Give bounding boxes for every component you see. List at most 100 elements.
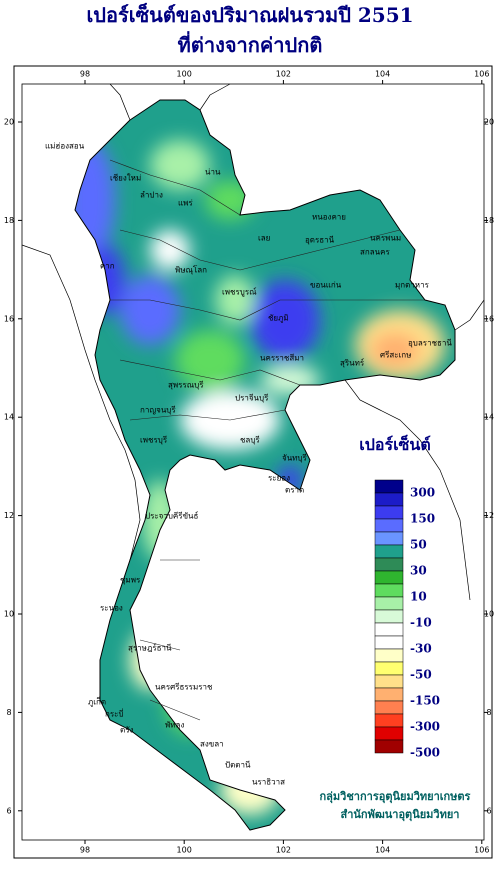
province-label: ระยอง [268, 474, 290, 483]
legend-swatch [374, 687, 404, 702]
lat-tick-label: 20 [484, 118, 494, 127]
province-label: ชุมพร [120, 576, 141, 585]
province-label: ศรีสะเกษ [380, 351, 411, 360]
province-label: เพชรบุรี [140, 436, 168, 445]
province-labels: แม่ฮ่องสอน เชียงใหม่ น่าน ลำปาง แพร่ ตาก… [45, 142, 452, 787]
lon-tick-label: 102 [276, 846, 291, 855]
legend-label: 50 [410, 538, 427, 552]
province-label: ภูเก็ต [88, 697, 106, 708]
legend-swatch [374, 661, 404, 676]
legend-swatch [374, 531, 404, 546]
province-label: เพชรบูรณ์ [222, 287, 257, 298]
legend-label: -500 [410, 746, 440, 760]
legend-title: เปอร์เซ็นต์ [359, 433, 430, 454]
legend-swatch [374, 674, 404, 689]
province-label: สกลนคร [360, 248, 390, 257]
title-line1: เปอร์เซ็นต์ของปริมาณฝนรวมปี 2551 [86, 2, 413, 27]
lat-tick-label: 12 [484, 511, 494, 520]
lat-tick-label: 16 [4, 314, 14, 323]
title-line2: ที่ต่างจากค่าปกติ [178, 30, 323, 57]
province-label: นครศรีธรรมราช [155, 683, 213, 692]
legend-label: -30 [410, 642, 432, 656]
legend-swatch [374, 635, 404, 650]
credit-line2: สำนักพัฒนาอุตุนิยมวิทยา [341, 808, 460, 822]
lat-tick-label: 8 [6, 708, 11, 717]
province-label: น่าน [205, 168, 221, 177]
lat-tick-label: 6 [6, 806, 11, 815]
lat-tick-label: 14 [4, 413, 14, 422]
province-label: นราธิวาส [252, 778, 285, 787]
lon-tick-label: 106 [474, 846, 489, 855]
province-label: ตราด [285, 486, 304, 495]
legend-swatch [374, 726, 404, 741]
province-label: ลำปาง [140, 191, 163, 200]
province-label: สงขลา [200, 740, 224, 749]
legend-swatch [374, 557, 404, 572]
lat-tick-label: 10 [4, 610, 14, 619]
lat-tick-label: 18 [4, 216, 14, 225]
province-label: พัทลุง [165, 721, 184, 730]
legend-swatch [374, 609, 404, 624]
province-label: จันทบุรี [282, 454, 308, 463]
province-label: อุดรธานี [305, 236, 335, 245]
province-label: ตาก [100, 262, 115, 271]
lat-tick-label: 10 [484, 610, 494, 619]
province-label: ชลบุรี [240, 436, 260, 445]
lon-tick-label: 104 [375, 846, 390, 855]
province-label: สุพรรณบุรี [168, 381, 204, 390]
lon-tick-label: 102 [276, 70, 291, 79]
province-label: ระนอง [100, 604, 123, 613]
legend-label: -50 [410, 668, 432, 682]
province-label: แพร่ [178, 199, 193, 208]
lat-tick-label: 6 [486, 806, 491, 815]
province-label: ปราจีนบุรี [235, 394, 269, 403]
lat-tick-label: 18 [484, 216, 494, 225]
legend-swatch [374, 518, 404, 533]
lat-tick-label: 12 [4, 511, 14, 520]
legend-label: 30 [410, 564, 427, 578]
province-label: ชัยภูมิ [268, 314, 289, 324]
legend-swatch [374, 505, 404, 520]
legend-label: 150 [410, 512, 435, 526]
lon-tick-label: 98 [80, 70, 90, 79]
province-label: ประจวบคีรีขันธ์ [145, 511, 199, 521]
province-label: อุบลราชธานี [408, 339, 452, 348]
lat-tick-label: 14 [484, 413, 494, 422]
legend-label: 10 [410, 590, 427, 604]
province-label: แม่ฮ่องสอน [45, 142, 85, 151]
province-label: ปัตตานี [225, 761, 251, 770]
province-borders [74, 99, 456, 831]
lon-tick-label: 100 [177, 846, 192, 855]
province-label: นครราชสีมา [260, 354, 304, 363]
province-label: นครพนม [370, 234, 401, 243]
province-label: หนองคาย [312, 213, 346, 222]
lat-tick-label: 20 [4, 118, 14, 127]
legend-swatch [374, 479, 404, 494]
lon-tick-label: 106 [474, 70, 489, 79]
legend-swatch [374, 583, 404, 598]
legend-label: -10 [410, 616, 432, 630]
legend-swatch [374, 713, 404, 728]
lon-tick-label: 104 [375, 70, 390, 79]
legend: 300 150 50 30 10 -10 -30 -50 -150 -300 -500 [374, 479, 440, 760]
legend-swatch [374, 596, 404, 611]
legend-swatch [374, 739, 404, 754]
legend-label: -150 [410, 694, 440, 708]
province-label: กระบี่ [105, 708, 124, 719]
province-label: สุราษฎร์ธานี [128, 643, 172, 653]
province-label: ขอนแก่น [310, 281, 342, 290]
lon-tick-label: 100 [177, 70, 192, 79]
province-label: สุรินทร์ [340, 358, 365, 368]
province-label: กาญจนบุรี [140, 406, 176, 415]
province-label: เชียงใหม่ [110, 174, 141, 183]
province-label: มุกดาหาร [395, 281, 430, 290]
legend-swatch [374, 544, 404, 559]
credit-line1: กลุ่มวิชาการอุตุนิยมวิทยาเกษตร [320, 790, 471, 804]
legend-swatch [374, 570, 404, 585]
province-label: เลย [258, 234, 270, 243]
legend-swatch [374, 492, 404, 507]
province-label: พิษณุโลก [175, 265, 207, 275]
legend-label: -300 [410, 720, 440, 734]
